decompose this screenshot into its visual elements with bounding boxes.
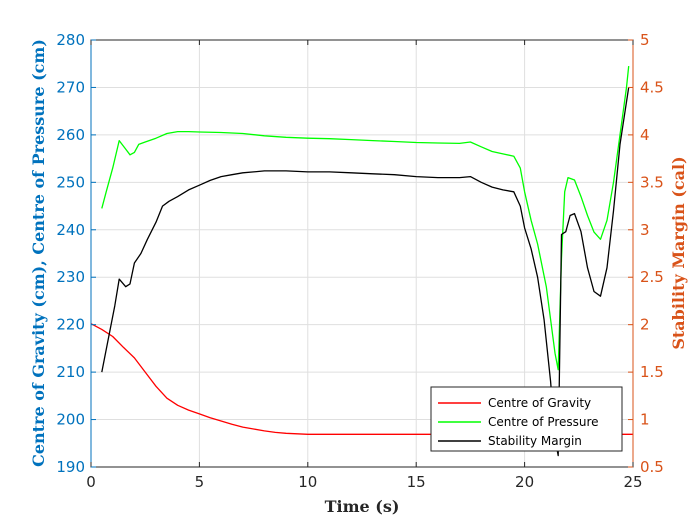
grid (91, 40, 633, 467)
y-right-tick-label-3: 2 (640, 316, 650, 334)
x-axis-ticks: 0 5 10 15 20 25 (86, 40, 643, 491)
y-left-tick-label-0: 190 (56, 458, 85, 476)
x-tick-label-3: 15 (407, 473, 426, 491)
x-tick-label-4: 20 (515, 473, 534, 491)
x-tick-label-1: 5 (195, 473, 205, 491)
y-left-tick-label-2: 210 (56, 363, 85, 381)
y-left-tick-label-6: 250 (56, 173, 85, 191)
y-right-tick-label-5: 3 (640, 221, 650, 239)
y-right-tick-label-7: 4 (640, 126, 650, 144)
x-axis-title: Time (s) (325, 497, 400, 516)
series-layer (90, 66, 633, 457)
y-left-tick-label-8: 270 (56, 78, 85, 96)
y-left-tick-label-7: 260 (56, 126, 85, 144)
y-left-tick-label-9: 280 (56, 31, 85, 49)
y-right-tick-label-4: 2.5 (640, 268, 664, 286)
y-left-tick-label-3: 220 (56, 316, 85, 334)
y-right-tick-label-8: 4.5 (640, 78, 664, 96)
x-tick-label-5: 25 (623, 473, 642, 491)
x-tick-label-0: 0 (86, 473, 96, 491)
y-right-tick-label-0: 0.5 (640, 458, 664, 476)
y-right-axis-title: Stability Margin (cal) (669, 156, 688, 349)
legend-label-margin: Stability Margin (488, 434, 582, 448)
legend-label-cog: Centre of Gravity (488, 396, 591, 410)
y-left-tick-label-4: 230 (56, 268, 85, 286)
legend-label-cop: Centre of Pressure (488, 415, 599, 429)
y-right-axis-ticks: 0.5 1 1.5 2 2.5 3 3.5 4 4.5 5 (628, 31, 664, 476)
y-right-tick-label-1: 1 (640, 411, 650, 429)
y-right-tick-label-9: 5 (640, 31, 650, 49)
y-left-axis-ticks: 190 200 210 220 230 240 250 260 270 280 (56, 31, 96, 476)
legend: Centre of Gravity Centre of Pressure Sta… (430, 386, 623, 452)
series-line-centre-of-gravity (90, 323, 633, 435)
series-line-stability-margin (101, 87, 630, 457)
series-line-centre-of-pressure (101, 66, 630, 371)
y-left-tick-label-5: 240 (56, 221, 85, 239)
y-left-tick-label-1: 200 (56, 411, 85, 429)
x-tick-label-2: 10 (298, 473, 317, 491)
y-left-axis-title: Centre of Gravity (cm), Centre of Pressu… (29, 39, 48, 467)
y-right-tick-label-2: 1.5 (640, 363, 664, 381)
y-right-tick-label-6: 3.5 (640, 173, 664, 191)
